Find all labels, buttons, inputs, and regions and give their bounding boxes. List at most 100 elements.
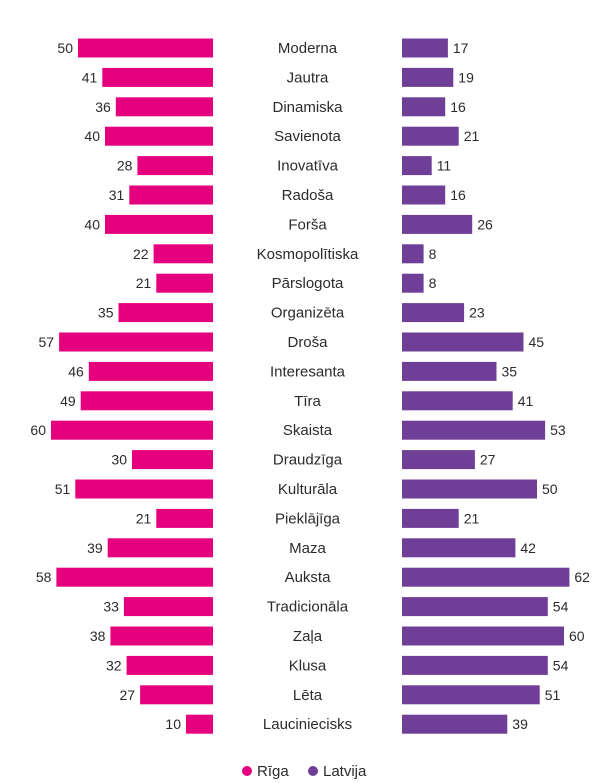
- category-label: Skaista: [283, 422, 333, 439]
- value-label-riga: 30: [111, 452, 127, 468]
- bar-riga: [105, 214, 213, 234]
- value-label-latvija: 39: [512, 716, 528, 732]
- category-label: Pieklājīga: [275, 510, 341, 527]
- bar-latvija: [402, 450, 475, 470]
- value-label-riga: 22: [133, 246, 149, 262]
- value-label-riga: 41: [82, 69, 98, 85]
- bar-riga: [126, 655, 213, 675]
- value-label-latvija: 53: [550, 422, 566, 438]
- bar-latvija: [402, 273, 424, 293]
- bar-latvija: [402, 97, 446, 117]
- value-label-riga: 57: [39, 334, 55, 350]
- bar-riga: [153, 244, 213, 264]
- value-label-latvija: 23: [469, 305, 485, 321]
- bar-latvija: [402, 567, 570, 587]
- value-label-latvija: 54: [553, 599, 569, 615]
- bar-latvija: [402, 538, 516, 558]
- category-label: Maza: [289, 540, 326, 557]
- category-label: Lauciniecisks: [263, 716, 352, 733]
- bar-latvija: [402, 714, 508, 734]
- value-label-latvija: 16: [450, 187, 466, 203]
- bar-riga: [105, 126, 213, 146]
- legend: Rīga Latvija: [242, 763, 367, 780]
- category-label: Organizēta: [271, 305, 345, 322]
- value-label-latvija: 21: [464, 128, 480, 144]
- value-label-riga: 31: [109, 187, 125, 203]
- bar-riga: [75, 479, 213, 499]
- category-label: Jautra: [287, 69, 329, 86]
- category-label: Forša: [288, 216, 327, 233]
- value-label-riga: 39: [87, 540, 103, 556]
- bar-latvija: [402, 38, 448, 58]
- category-label: Kulturāla: [278, 481, 338, 498]
- bar-riga: [129, 185, 213, 205]
- value-label-latvija: 54: [553, 657, 569, 673]
- category-label: Lēta: [293, 687, 323, 704]
- category-label: Draudzīga: [273, 452, 343, 469]
- category-label: Interesanta: [270, 363, 346, 380]
- bar-riga: [107, 538, 213, 558]
- value-label-latvija: 11: [437, 158, 452, 174]
- value-label-riga: 50: [57, 40, 73, 56]
- category-label: Radoša: [282, 187, 334, 204]
- value-label-riga: 60: [30, 422, 46, 438]
- value-label-latvija: 35: [502, 363, 518, 379]
- bar-latvija: [402, 244, 424, 264]
- bar-riga: [123, 597, 213, 617]
- category-label: Moderna: [278, 40, 338, 57]
- category-label: Tīra: [294, 393, 321, 410]
- bar-latvija: [402, 655, 548, 675]
- bar-riga: [78, 38, 213, 58]
- bar-riga: [115, 97, 213, 117]
- value-label-latvija: 42: [520, 540, 536, 556]
- bar-latvija: [402, 303, 465, 323]
- bar-riga: [156, 273, 213, 293]
- value-label-latvija: 8: [429, 275, 437, 291]
- bar-latvija: [402, 391, 513, 411]
- value-label-riga: 32: [106, 657, 122, 673]
- bar-riga: [80, 391, 213, 411]
- value-label-latvija: 17: [453, 40, 469, 56]
- value-label-latvija: 50: [542, 481, 558, 497]
- bar-latvija: [402, 214, 473, 234]
- bar-riga: [118, 303, 213, 323]
- bar-riga: [59, 332, 213, 352]
- bar-latvija: [402, 597, 548, 617]
- value-label-latvija: 45: [529, 334, 545, 350]
- bar-riga: [56, 567, 214, 587]
- value-label-riga: 36: [95, 99, 111, 115]
- value-label-riga: 49: [60, 393, 76, 409]
- bar-latvija: [402, 126, 459, 146]
- category-label: Savienota: [274, 128, 341, 145]
- value-label-latvija: 19: [458, 69, 474, 85]
- value-label-riga: 46: [68, 363, 84, 379]
- bar-riga: [132, 450, 213, 470]
- bar-riga: [51, 420, 213, 440]
- legend-marker-riga: [242, 766, 252, 776]
- bar-riga: [110, 626, 213, 646]
- bar-riga: [88, 361, 213, 381]
- bar-latvija: [402, 156, 432, 176]
- value-label-riga: 40: [84, 128, 100, 144]
- legend-label-riga: Rīga: [257, 763, 289, 780]
- value-label-riga: 35: [98, 305, 114, 321]
- value-label-latvija: 27: [480, 452, 496, 468]
- bar-riga: [137, 156, 213, 176]
- value-label-latvija: 16: [450, 99, 466, 115]
- category-label: Tradicionāla: [267, 599, 349, 616]
- category-label: Dinamiska: [272, 99, 343, 116]
- legend-label-latvija: Latvija: [323, 763, 367, 780]
- value-label-riga: 33: [103, 599, 119, 615]
- bar-riga: [140, 685, 213, 705]
- value-label-latvija: 60: [569, 628, 585, 644]
- value-label-latvija: 26: [477, 216, 493, 232]
- value-label-riga: 58: [36, 569, 52, 585]
- value-label-riga: 21: [136, 275, 152, 291]
- bar-latvija: [402, 67, 454, 87]
- value-label-riga: 51: [55, 481, 71, 497]
- legend-marker-latvija: [308, 766, 318, 776]
- category-label: Pārslogota: [272, 275, 344, 292]
- value-label-latvija: 41: [518, 393, 534, 409]
- bar-latvija: [402, 626, 564, 646]
